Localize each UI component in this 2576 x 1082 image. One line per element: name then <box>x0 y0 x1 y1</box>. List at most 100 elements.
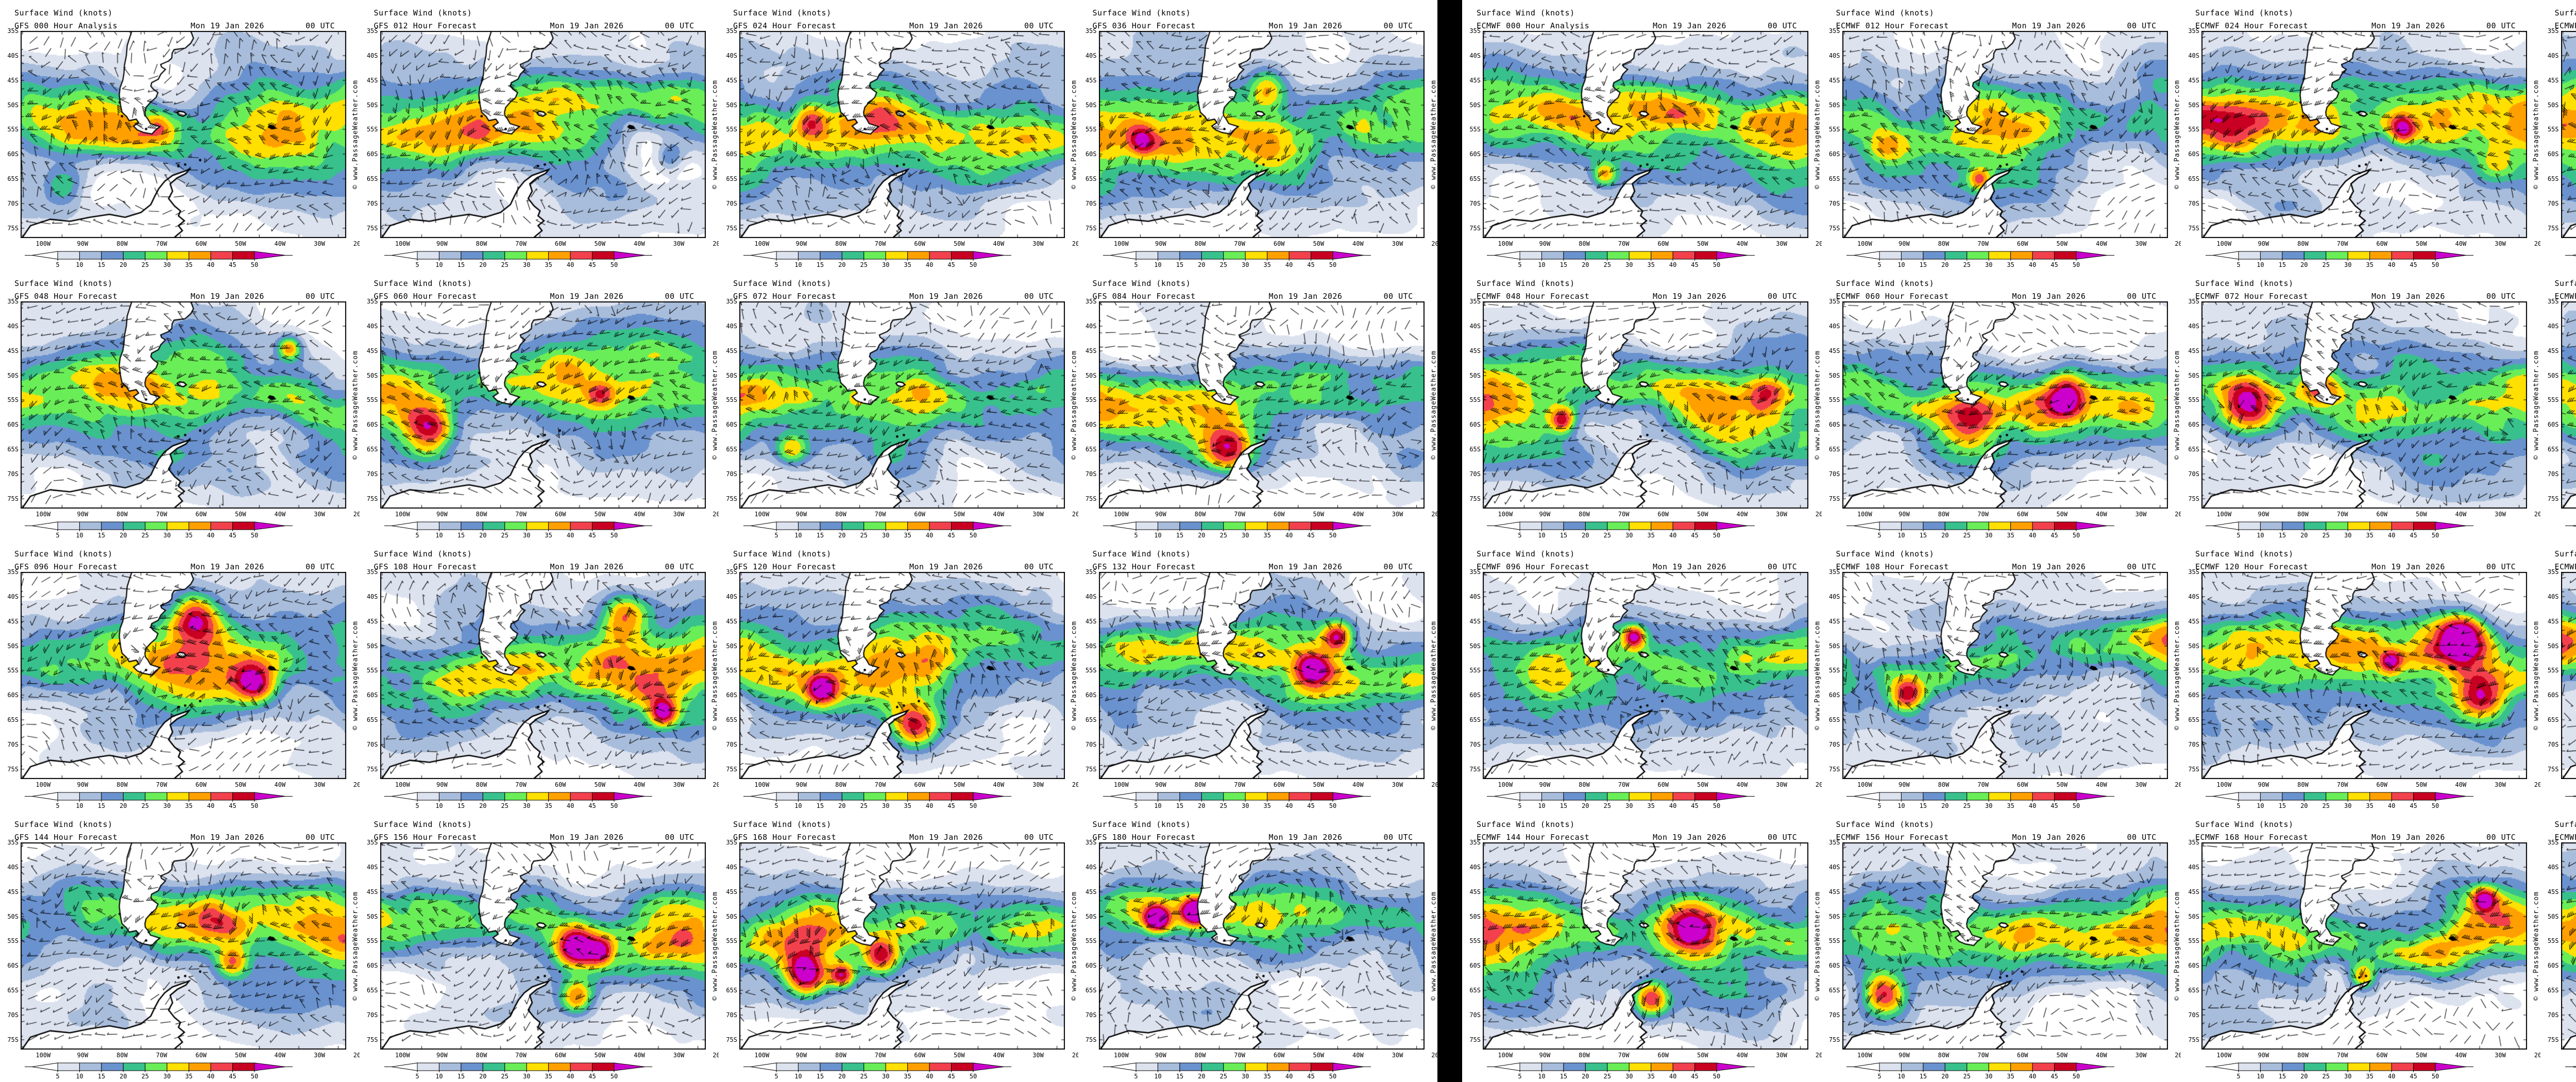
lat-axis-label: 50S <box>2188 913 2199 920</box>
lon-axis-label: 20W <box>1072 240 1078 247</box>
lon-axis-label: 100W <box>395 781 410 788</box>
lon-axis-label: 70W <box>874 1052 886 1059</box>
lat-axis-label: 35S <box>726 839 737 846</box>
colorbar-tick-label: 50 <box>1329 532 1336 539</box>
colorbar-segment <box>548 251 571 260</box>
lat-axis-label: 75S <box>366 495 378 502</box>
panel-forecast-label: GFS 144 Hour Forecast <box>14 833 118 842</box>
lat-axis-label: 60S <box>366 150 378 158</box>
colorbar-above-max-arrow <box>973 1062 1005 1071</box>
lon-axis-label: 40W <box>993 240 1005 247</box>
lon-axis-label: 70W <box>874 781 886 788</box>
colorbar-segment <box>1651 521 1673 530</box>
lon-axis-label: 60W <box>1273 1052 1285 1059</box>
colorbar-tick-label: 10 <box>76 532 83 539</box>
colorbar-segment <box>798 521 821 530</box>
lon-axis-label: 100W <box>1857 781 1872 788</box>
colorbar-tick-label: 50 <box>970 261 977 268</box>
lat-axis-label: 70S <box>1085 741 1097 748</box>
colorbar-segment <box>460 1062 483 1071</box>
colorbar-tick-label: 15 <box>457 802 464 809</box>
colorbar-above-max-arrow <box>254 792 286 801</box>
lon-axis-label: 50W <box>594 781 606 788</box>
colorbar-tick-label: 25 <box>1963 261 1970 268</box>
lon-axis-label: 80W <box>1579 240 1590 247</box>
lon-axis-label: 90W <box>77 511 89 518</box>
lat-axis-label: 50S <box>1085 913 1097 920</box>
lat-axis-label: 35S <box>726 568 737 576</box>
lat-axis-label: 40S <box>7 593 19 600</box>
forecast-panel: Surface Wind (knots) ECMWF 180 Hour Forec… <box>2540 812 2576 1082</box>
colorbar-segment <box>2260 1062 2283 1071</box>
colorbar-segment <box>1223 251 1246 260</box>
colorbar-below-min-arrow <box>750 521 777 530</box>
lat-axis-label: 75S <box>2188 225 2199 232</box>
colorbar-tick-label: 40 <box>926 1073 933 1080</box>
lon-axis-label: 50W <box>953 1052 965 1059</box>
panel-title: Surface Wind (knots) <box>1477 279 1575 288</box>
colorbar-segment <box>1901 251 1923 260</box>
lon-axis-label: 90W <box>1539 240 1551 247</box>
colorbar-tick-label: 5 <box>1518 1073 1521 1080</box>
panel-forecast-label: ECMWF 132 Hour Forecast <box>2554 562 2576 571</box>
forecast-panel: Surface Wind (knots) ECMWF 132 Hour Forec… <box>2540 541 2576 812</box>
lon-axis-label: 50W <box>2056 240 2068 247</box>
lon-axis-label: 100W <box>1857 240 1872 247</box>
colorbar-tick-label: 5 <box>774 261 778 268</box>
colorbar-segment <box>1223 1062 1246 1071</box>
copyright-watermark: © www.PassageWeather.com <box>351 621 360 730</box>
wind-map-canvas <box>739 842 1065 1050</box>
wind-speed-colorbar: 5 10 15 20 25 30 35 40 45 50 <box>2206 251 2473 268</box>
lon-axis-label: 50W <box>594 511 606 518</box>
panel-date: Mon 19 Jan 2026 <box>1268 833 1343 842</box>
lon-axis-label: 60W <box>914 240 926 247</box>
panel-title: Surface Wind (knots) <box>14 8 113 18</box>
lat-axis-label: 55S <box>1828 667 1840 674</box>
lon-axis-label: 40W <box>2455 1052 2467 1059</box>
wind-speed-colorbar: 5 10 15 20 25 30 35 40 45 50 <box>1103 1062 1371 1080</box>
colorbar-segment <box>1694 521 1717 530</box>
panel-date: Mon 19 Jan 2026 <box>909 562 983 571</box>
colorbar-tick-label: 40 <box>1669 802 1676 809</box>
colorbar-tick-label: 30 <box>522 261 530 268</box>
colorbar-segment <box>2032 792 2055 801</box>
wind-speed-colorbar: 5 10 15 20 25 30 35 40 45 50 <box>743 251 1011 268</box>
wind-map-canvas <box>21 31 346 238</box>
panel-date: Mon 19 Jan 2026 <box>1268 292 1343 301</box>
lat-axis-label: 40S <box>726 864 737 871</box>
colorbar-below-min-arrow <box>391 1062 417 1071</box>
lat-axis-label: 35S <box>2547 27 2559 35</box>
panel-title: Surface Wind (knots) <box>2195 549 2294 559</box>
lat-axis-label: 60S <box>1085 421 1097 428</box>
colorbar-tick-label: 35 <box>2007 1073 2014 1080</box>
lon-axis-label: 40W <box>1352 240 1364 247</box>
lat-axis-label: 45S <box>2188 347 2199 354</box>
colorbar-tick-label: 40 <box>566 532 573 539</box>
colorbar-segment <box>1266 1062 1290 1071</box>
colorbar-tick-label: 25 <box>1963 1073 1970 1080</box>
colorbar-segment <box>2260 251 2283 260</box>
colorbar-below-min-arrow <box>1494 251 1520 260</box>
colorbar-tick-label: 15 <box>98 532 105 539</box>
colorbar-tick-label: 15 <box>1176 1073 1183 1080</box>
lat-axis-label: 70S <box>2188 200 2199 207</box>
colorbar-tick-label: 5 <box>1134 1073 1138 1080</box>
lon-axis-label: 90W <box>1539 1052 1551 1059</box>
panel-utc-time: 00 UTC <box>306 292 335 301</box>
wind-map-canvas <box>2201 31 2527 238</box>
colorbar-tick-label: 40 <box>2028 802 2036 809</box>
lon-axis-label: 20W <box>1072 511 1078 518</box>
lon-axis-label: 100W <box>1498 1052 1513 1059</box>
colorbar-tick-label: 35 <box>2366 802 2373 809</box>
forecast-panel: Surface Wind (knots) ECMWF 060 Hour Forec… <box>1821 270 2181 541</box>
lat-axis-label: 45S <box>726 347 737 354</box>
colorbar-below-min-arrow <box>1853 792 1879 801</box>
lon-axis-label: 100W <box>2573 511 2576 518</box>
colorbar-segment <box>1245 1062 1267 1071</box>
colorbar-segment <box>1136 251 1158 260</box>
lat-axis-label: 60S <box>7 421 19 428</box>
lat-axis-label: 55S <box>726 396 737 403</box>
lat-axis-label: 60S <box>366 962 378 969</box>
copyright-watermark: © www.PassageWeather.com <box>1070 80 1078 189</box>
lat-axis-label: 65S <box>1828 716 1840 723</box>
